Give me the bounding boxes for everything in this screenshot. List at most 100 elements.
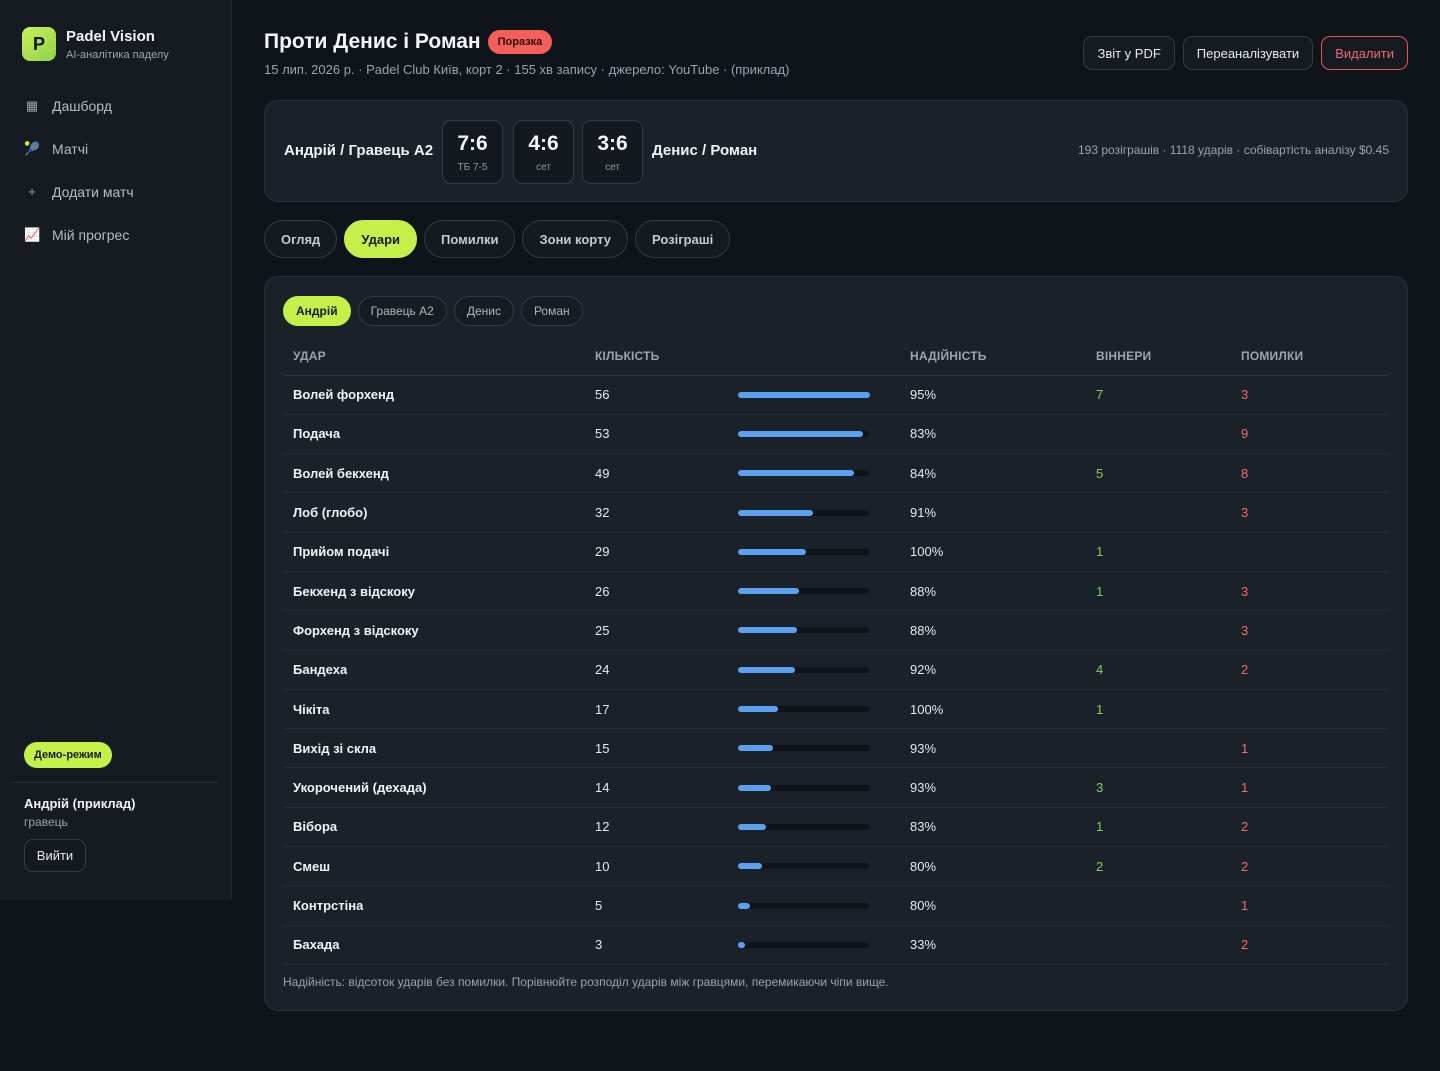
shot-count: 3 bbox=[585, 925, 738, 965]
tab-5[interactable]: Розіграші bbox=[635, 220, 731, 258]
nav-item-4[interactable]: 📈 Мій прогрес bbox=[12, 213, 218, 256]
set-score-value: 4:6 bbox=[528, 131, 559, 155]
shot-winners: 7 bbox=[1086, 375, 1231, 415]
shot-errors: 3 bbox=[1231, 571, 1389, 612]
table-row: Вібора 12 83% 1 2 bbox=[283, 807, 1389, 848]
count-bar-fill bbox=[738, 823, 767, 830]
set-score-3: 3:6 сет bbox=[582, 120, 643, 184]
col-winners[interactable]: ВІННЕРИ bbox=[1086, 337, 1231, 376]
shot-errors: 3 bbox=[1231, 492, 1389, 533]
count-bar-cell bbox=[738, 728, 900, 769]
shot-errors: 2 bbox=[1231, 846, 1389, 887]
count-bar-cell bbox=[738, 532, 900, 572]
page-header: Проти Денис і Роман Поразка bbox=[264, 30, 553, 54]
table-row: Волей форхенд 56 95% 7 3 bbox=[283, 375, 1389, 415]
dashboard-icon: ▦ bbox=[25, 97, 39, 113]
shot-errors: 3 bbox=[1231, 375, 1389, 415]
count-bar-fill bbox=[738, 706, 779, 713]
count-bar-fill bbox=[738, 863, 762, 870]
nav-item-label: Додати матч bbox=[52, 183, 134, 200]
count-bar-cell bbox=[738, 846, 900, 887]
count-bar-fill bbox=[738, 588, 800, 595]
tab-2[interactable]: Удари bbox=[344, 220, 417, 258]
demo-mode-badge: Демо-режим bbox=[24, 742, 112, 768]
table-row: Бандеха 24 92% 4 2 bbox=[283, 650, 1389, 690]
player-chip[interactable]: Роман bbox=[520, 296, 583, 326]
tab-1[interactable]: Огляд bbox=[264, 220, 338, 258]
player-chips: Андрій Гравець А2 Денис Роман bbox=[283, 296, 583, 326]
tab-4[interactable]: Зони корту bbox=[522, 220, 628, 258]
shot-name: Подача bbox=[283, 414, 585, 455]
reanalyze-button[interactable]: Переаналізувати bbox=[1182, 36, 1314, 70]
shot-reliability: 88% bbox=[900, 610, 1086, 651]
shots-panel: Андрій Гравець А2 Денис Роман УДАР КІЛЬКІСТ… bbox=[264, 276, 1408, 1011]
shot-reliability: 80% bbox=[900, 885, 1086, 926]
brand[interactable]: P Padel Vision AI-аналітика паделу bbox=[22, 27, 169, 61]
col-count[interactable]: КІЛЬКІСТЬ bbox=[585, 337, 738, 376]
col-bar bbox=[738, 337, 900, 376]
shot-name: Смеш bbox=[283, 846, 585, 887]
count-bar-fill bbox=[738, 627, 797, 634]
analysis-tabs: Огляд Удари Помилки Зони корту Розіграші bbox=[264, 220, 731, 258]
shot-winners: 3 bbox=[1086, 767, 1231, 808]
set-note: ТБ 7-5 bbox=[457, 161, 488, 173]
count-bar-cell bbox=[738, 453, 900, 494]
count-bar-fill bbox=[738, 745, 774, 752]
player-chip[interactable]: Андрій bbox=[283, 296, 351, 326]
table-row: Волей бекхенд 49 84% 5 8 bbox=[283, 453, 1389, 494]
shot-reliability: 93% bbox=[900, 728, 1086, 769]
count-bar bbox=[738, 548, 870, 555]
racket-icon: 🎾 bbox=[24, 140, 41, 156]
shot-name: Вібора bbox=[283, 807, 585, 848]
table-row: Бекхенд з відскоку 26 88% 1 3 bbox=[283, 571, 1389, 612]
shot-count: 56 bbox=[585, 375, 738, 415]
set-note: сет bbox=[536, 161, 551, 173]
count-bar-fill bbox=[738, 391, 870, 398]
shot-count: 14 bbox=[585, 767, 738, 808]
set-score-value: 3:6 bbox=[597, 131, 628, 155]
count-bar-fill bbox=[738, 941, 746, 948]
shot-count: 32 bbox=[585, 492, 738, 533]
shot-name: Прийом подачі bbox=[283, 532, 585, 572]
shot-name: Бахада bbox=[283, 925, 585, 965]
shot-count: 5 bbox=[585, 885, 738, 926]
delete-button[interactable]: Видалити bbox=[1321, 36, 1408, 70]
table-row: Подача 53 83% 9 bbox=[283, 414, 1389, 455]
col-shot[interactable]: УДАР bbox=[283, 337, 585, 376]
shot-winners: 1 bbox=[1086, 689, 1231, 730]
shot-winners bbox=[1086, 414, 1231, 455]
set-note: сет bbox=[605, 161, 620, 173]
shot-errors: 1 bbox=[1231, 767, 1389, 808]
count-bar-fill bbox=[738, 548, 807, 555]
nav-item-3[interactable]: + Додати матч bbox=[12, 170, 218, 213]
col-errors[interactable]: ПОМИЛКИ bbox=[1231, 337, 1389, 376]
player-chip[interactable]: Гравець А2 bbox=[357, 296, 447, 326]
header-actions: Звіт у PDF Переаналізувати Видалити bbox=[1083, 36, 1408, 70]
count-bar bbox=[738, 902, 870, 909]
user-role: гравець bbox=[24, 815, 68, 829]
col-reliability[interactable]: НАДІЙНІСТЬ bbox=[900, 337, 1086, 376]
shot-errors bbox=[1231, 532, 1389, 572]
player-chip[interactable]: Денис bbox=[453, 296, 514, 326]
footnote: Надійність: відсоток ударів без помилки.… bbox=[283, 975, 889, 989]
nav-item-2[interactable]: 🎾 Матчі bbox=[12, 127, 218, 170]
logout-button[interactable]: Вийти bbox=[24, 839, 86, 872]
table-row: Смеш 10 80% 2 2 bbox=[283, 846, 1389, 887]
shot-name: Волей бекхенд bbox=[283, 453, 585, 494]
result-badge: Поразка bbox=[487, 30, 553, 54]
set-score-value: 7:6 bbox=[457, 131, 488, 155]
nav-item-1[interactable]: ▦ Дашборд bbox=[12, 84, 218, 127]
page-title: Проти Денис і Роман bbox=[264, 30, 481, 53]
count-bar bbox=[738, 509, 870, 516]
pdf-report-button[interactable]: Звіт у PDF bbox=[1083, 36, 1175, 70]
shot-winners: 1 bbox=[1086, 532, 1231, 572]
user-name: Андрій (приклад) bbox=[24, 796, 136, 811]
count-bar bbox=[738, 706, 870, 713]
shot-count: 29 bbox=[585, 532, 738, 572]
brand-name: Padel Vision bbox=[66, 27, 155, 45]
shot-errors: 2 bbox=[1231, 925, 1389, 965]
tab-3[interactable]: Помилки bbox=[424, 220, 516, 258]
table-row: Форхенд з відскоку 25 88% 3 bbox=[283, 610, 1389, 651]
count-bar-fill bbox=[738, 509, 814, 516]
team-b-name: Денис / Роман bbox=[652, 142, 758, 159]
